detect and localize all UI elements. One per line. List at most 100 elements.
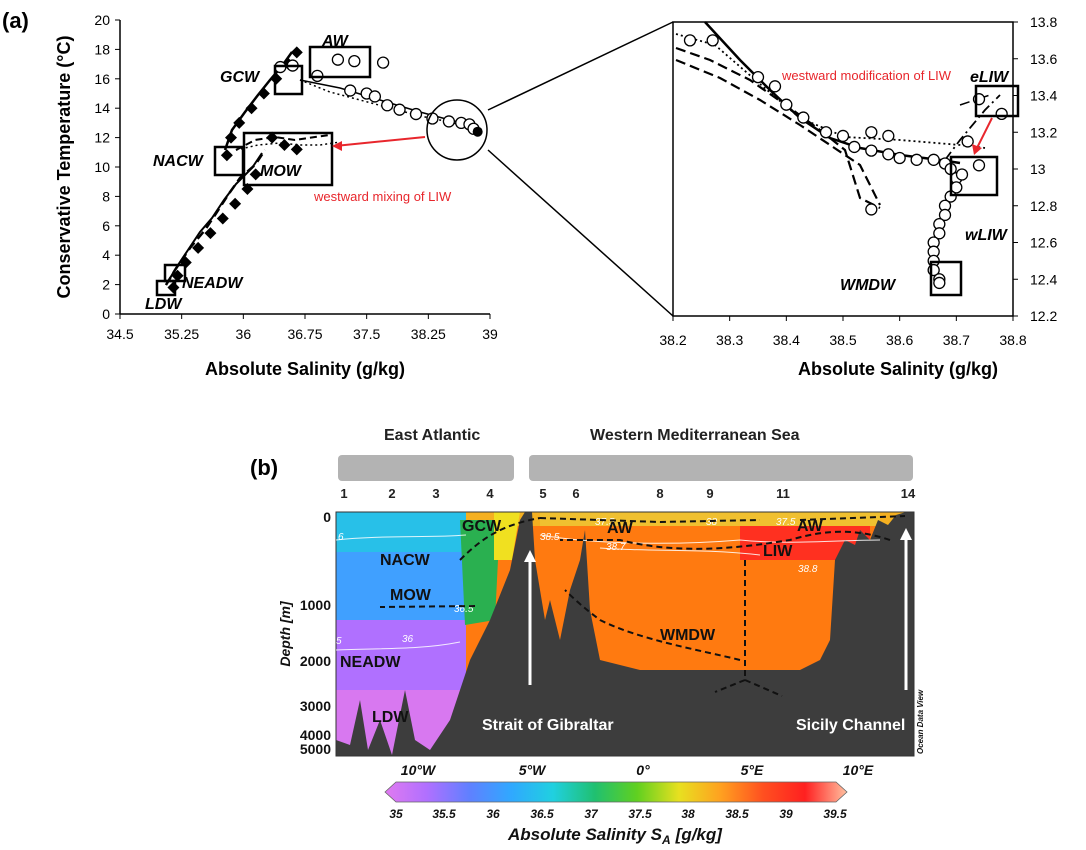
colorbar-title: Absolute Salinity SA [g/kg] xyxy=(507,825,723,847)
label-ldw: LDW xyxy=(145,296,183,313)
colorbar-tick-label: 39.5 xyxy=(823,807,847,821)
zoom-profile-lines xyxy=(675,21,1001,209)
depth-tick-label: 1000 xyxy=(300,597,331,613)
y-tick-label: 13.8 xyxy=(1030,14,1057,30)
circle-series xyxy=(274,53,483,137)
diamond-point xyxy=(249,168,262,181)
station-numbers: 1 2 3 4 5 6 8 9 11 14 xyxy=(340,486,916,501)
x-tick-label: 34.5 xyxy=(106,326,133,342)
diamond-point xyxy=(266,131,279,144)
contour-label: 37.5 xyxy=(595,517,615,528)
bathymetry xyxy=(336,512,914,756)
contour-label: 37.5 xyxy=(776,517,796,528)
zoom-circle-point xyxy=(961,135,974,148)
y-tick-label: 20 xyxy=(94,12,110,28)
station-label: 14 xyxy=(901,486,916,501)
salinity-section: East Atlantic Western Mediterranean Sea … xyxy=(277,427,925,847)
water-mass-boxes xyxy=(155,45,488,297)
depth-tick-label: 2000 xyxy=(300,653,331,669)
colorbar-unit: [g/kg] xyxy=(675,825,724,844)
diamond-point xyxy=(257,87,270,100)
x-tick-label: 37.5 xyxy=(353,326,380,342)
label-eliw: eLIW xyxy=(970,69,1010,86)
y-ticks: 12.2 12.4 12.6 12.8 13 13.2 13.4 13.6 13.8 xyxy=(1013,14,1057,324)
y-tick-label: 2 xyxy=(102,277,110,293)
circle-point xyxy=(331,53,345,66)
zoom-circle-point xyxy=(933,227,946,240)
circle-point xyxy=(344,84,357,97)
colorbar-tick-label: 36.5 xyxy=(530,807,554,821)
longitude-tick-label: 10°E xyxy=(843,762,874,778)
diamond-point xyxy=(192,241,205,254)
region-bar-med xyxy=(529,455,913,481)
zoom-circle-point xyxy=(780,98,793,111)
zoom-circle-point xyxy=(865,126,878,139)
colorbar-label-sub: A xyxy=(661,833,671,847)
x-ticks: 38.2 38.3 38.4 38.5 38.6 38.7 38.8 xyxy=(659,316,1027,348)
label-gcw: GCW xyxy=(462,518,502,535)
zoom-connector-bottom xyxy=(487,149,674,317)
x-tick-label: 39 xyxy=(482,326,498,342)
zoom-circle-point xyxy=(893,151,906,165)
diamond-point xyxy=(171,269,184,282)
contour-label: 38.8 xyxy=(798,564,818,575)
contour-label: 36.5 xyxy=(454,604,474,615)
label-aw: AW xyxy=(321,33,350,50)
y-tick-label: 0 xyxy=(102,306,110,322)
x-tick-label: 38.4 xyxy=(773,332,800,348)
longitude-ticks: 10°W 5°W 0° 5°E 10°E xyxy=(401,762,874,778)
zoom-circle-point xyxy=(683,34,697,47)
y-tick-label: 6 xyxy=(102,218,110,234)
y-tick-label: 16 xyxy=(94,71,110,87)
circle-point xyxy=(442,115,456,128)
zoom-circle-point xyxy=(927,153,940,166)
zoom-circle-point xyxy=(865,144,878,157)
region-bar-atlantic xyxy=(338,455,514,481)
red-arrow-a xyxy=(334,136,426,147)
depth-tick-label: 4000 xyxy=(300,727,331,743)
contour-label: 38.5 xyxy=(540,532,560,543)
station-label: 6 xyxy=(572,486,579,501)
region-east-atlantic: East Atlantic xyxy=(384,427,480,444)
zoom-circle-point xyxy=(848,140,861,154)
y-tick-label: 8 xyxy=(102,188,110,204)
circle-point xyxy=(368,90,382,103)
station-label: 3 xyxy=(432,486,439,501)
x-tick-label: 38.3 xyxy=(716,332,743,348)
colorbar-tick-label: 35.5 xyxy=(432,807,456,821)
x-tick-label: 38.7 xyxy=(943,332,970,348)
label-strait: Strait of Gibraltar xyxy=(482,717,614,734)
label-nacw: NACW xyxy=(380,552,431,569)
station-label: 5 xyxy=(539,486,546,501)
circle-point xyxy=(409,107,423,121)
zoom-circle-point xyxy=(933,276,946,290)
circle-point xyxy=(381,99,394,112)
longitude-tick-label: 5°E xyxy=(741,762,764,778)
x-tick-label: 38.5 xyxy=(829,332,856,348)
longitude-tick-label: 0° xyxy=(636,762,650,778)
zoom-circle-point xyxy=(706,34,719,47)
region-western-med: Western Mediterranean Sea xyxy=(590,427,800,444)
zoom-circle-point xyxy=(972,159,986,172)
station-label: 8 xyxy=(656,486,663,501)
colorbar-tick-label: 36 xyxy=(486,807,500,821)
diamond-point xyxy=(225,131,237,144)
circle-point-filled xyxy=(472,126,483,137)
station-label: 4 xyxy=(486,486,494,501)
diamond-point xyxy=(278,138,291,151)
x-tick-label: 36 xyxy=(236,326,252,342)
contour-label: 5 xyxy=(336,636,342,647)
colorbar-tick-label: 38.5 xyxy=(725,807,749,821)
red-arrowhead-zoom xyxy=(972,144,982,155)
x-tick-label: 38.2 xyxy=(659,332,686,348)
x-tick-label: 38.25 xyxy=(411,326,446,342)
zoom-circle-point xyxy=(751,70,765,84)
station-label: 11 xyxy=(776,486,790,501)
y-tick-label: 12.2 xyxy=(1030,308,1057,324)
y-tick-label: 12 xyxy=(94,130,110,146)
longitude-tick-label: 5°W xyxy=(519,762,547,778)
station-label: 1 xyxy=(340,486,347,501)
atlantic-surface xyxy=(336,512,466,552)
odv-watermark: Ocean Data View xyxy=(916,689,925,754)
zoom-circle-point xyxy=(819,126,833,139)
